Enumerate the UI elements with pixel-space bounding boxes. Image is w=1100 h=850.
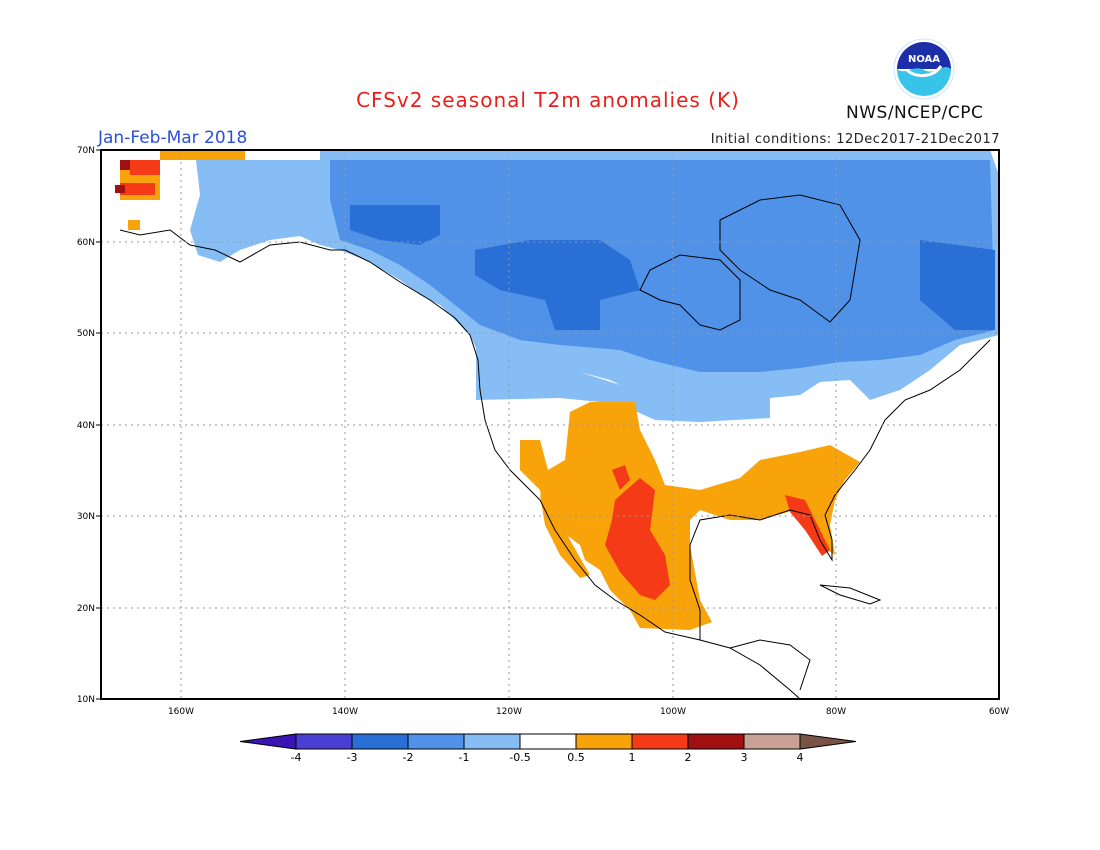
lon-label: 60W (989, 707, 1009, 717)
colorbar-tick-label: 1 (629, 751, 636, 764)
lat-label: 60N (77, 238, 95, 248)
cold-anomaly-core-east (920, 240, 995, 330)
agency-label: NWS/NCEP/CPC (846, 103, 984, 123)
color-bar-labels: -4 -3 -2 -1 -0.5 0.5 1 2 3 4 (291, 751, 804, 764)
colorbar-tick-label: 4 (797, 751, 804, 764)
colorbar-swatch (407, 733, 465, 750)
lat-label: 50N (77, 329, 95, 339)
warm-anomaly-core-newmexico (612, 465, 630, 490)
colorbar-tick-label: -0.5 (509, 751, 530, 764)
colorbar-tick-label: -1 (459, 751, 470, 764)
warm-anomaly-baja (540, 495, 590, 578)
coastline-alaska (119, 229, 471, 336)
warm-anomaly-core-florida (785, 495, 830, 556)
anomaly-fill-layer (115, 150, 999, 630)
coastline-gulf (689, 339, 991, 640)
colorbar-tick-label: -4 (291, 751, 302, 764)
cold-anomaly-core-central (475, 240, 640, 330)
colorbar-tick-label: 2 (685, 751, 692, 764)
map-title: CFSv2 seasonal T2m anomalies (K) (356, 88, 740, 112)
forecast-period: Jan-Feb-Mar 2018 (98, 128, 248, 148)
lat-label: 20N (77, 604, 95, 614)
cold-anomaly-us-north (476, 370, 770, 422)
cold-anomaly-core-west (350, 205, 440, 245)
lat-label: 10N (77, 695, 95, 705)
warm-anomaly-region-south (520, 402, 860, 630)
coastline-central-america (729, 639, 811, 691)
colorbar-swatch (519, 733, 577, 750)
colorbar-swatch (351, 733, 409, 750)
lon-labels: 160W 140W 120W 100W 80W 60W (168, 707, 1009, 717)
colorbar-tick-label: -2 (403, 751, 414, 764)
warm-anomaly-alaska-strong (120, 160, 160, 195)
lon-label: 120W (496, 707, 522, 717)
lon-label: 160W (168, 707, 194, 717)
warm-anomaly-alaska-tip (120, 150, 245, 230)
warm-anomaly-alaska-max (115, 160, 130, 193)
colorbar-arrow-low (239, 733, 297, 750)
noaa-logo-text: NOAA (908, 54, 940, 65)
lon-label: 140W (332, 707, 358, 717)
initial-conditions: Initial conditions: 12Dec2017-21Dec2017 (710, 132, 1000, 147)
cold-anomaly-band-medium (330, 160, 995, 372)
color-bar: -4 -3 -2 -1 -0.5 0.5 1 2 3 4 (239, 733, 857, 764)
colorbar-arrow-high (799, 733, 857, 750)
lon-label: 80W (826, 707, 846, 717)
lat-label: 70N (77, 146, 95, 156)
lat-label: 30N (77, 512, 95, 522)
greenland-neutral (720, 195, 860, 322)
graticule (101, 150, 999, 699)
lon-label: 100W (660, 707, 686, 717)
coastline-hudson-bay (639, 254, 741, 331)
warm-anomaly-core-mexico (605, 478, 670, 600)
colorbar-swatch (295, 733, 353, 750)
colorbar-tick-label: 3 (741, 751, 748, 764)
lat-ticks (96, 149, 101, 700)
colorbar-swatch (743, 733, 801, 750)
colorbar-tick-label: 0.5 (567, 751, 585, 764)
noaa-logo: NOAA (893, 38, 955, 100)
colorbar-swatch (631, 733, 689, 750)
colorbar-swatch (687, 733, 745, 750)
color-bar-swatches (239, 733, 857, 750)
map-frame (100, 149, 1000, 700)
cold-anomaly-region-north (190, 150, 999, 412)
lat-labels: 70N 60N 50N 40N 30N 20N 10N (77, 146, 95, 705)
coastline-west-us-mexico (469, 334, 801, 699)
colorbar-tick-label: -3 (347, 751, 358, 764)
coastline-cuba (819, 584, 882, 605)
coastline-greenland (719, 194, 861, 323)
coastlines (119, 194, 991, 699)
colorbar-swatch (463, 733, 521, 750)
lat-label: 40N (77, 421, 95, 431)
colorbar-swatch (575, 733, 633, 750)
